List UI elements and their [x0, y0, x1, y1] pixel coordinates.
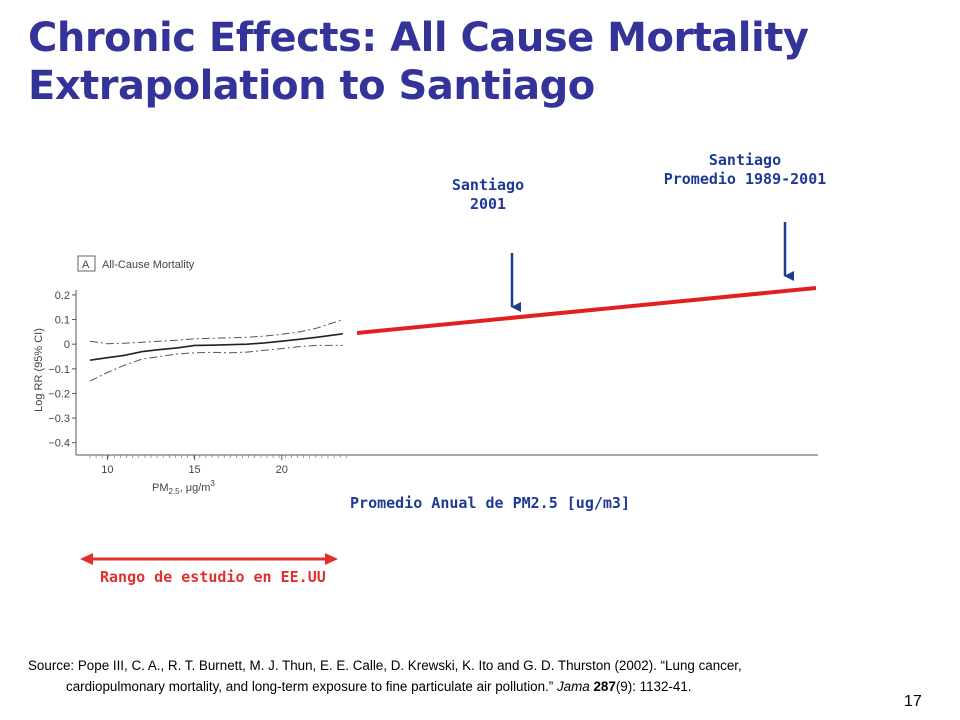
- title-line-2: Extrapolation to Santiago: [28, 63, 595, 109]
- source-pages: (9): 1132-41.: [615, 679, 692, 694]
- extrapolation-x-axis-label: Promedio Anual de PM2.5 [ug/m3]: [350, 494, 630, 512]
- page-number: 17: [904, 693, 922, 710]
- x-tick-label: 15: [188, 464, 200, 476]
- slide-title: Chronic Effects: All Cause Mortality Ext…: [28, 14, 928, 110]
- title-line-1: Chronic Effects: All Cause Mortality: [28, 15, 809, 61]
- y-axis-label: Log RR (95% CI): [33, 328, 45, 412]
- source-line-2-text: cardiopulmonary mortality, and long-term…: [66, 679, 557, 694]
- confidence-band-line: [89, 344, 343, 382]
- source-volume: 287: [593, 679, 616, 694]
- x-axis-label: PM2.5, μg/m3: [152, 479, 215, 496]
- x-ticks: 10 15 20: [101, 455, 288, 476]
- y-tick-label: 0.1: [55, 315, 70, 327]
- source-journal: Jama: [556, 679, 590, 694]
- panel-letter-box: [77, 255, 96, 272]
- y-tick-label: 0.2: [55, 290, 70, 302]
- source-line-1: Source: Pope III, C. A., R. T. Burnett, …: [28, 658, 742, 673]
- rug-ticks: [89, 455, 347, 458]
- y-tick-label: −0.2: [48, 388, 70, 400]
- y-tick-label: 0: [64, 339, 70, 351]
- panel-title: All-Cause Mortality: [102, 259, 195, 271]
- annotation-santiago-average-line-2: Promedio 1989-2001: [663, 170, 827, 188]
- confidence-band-line: [89, 319, 343, 345]
- extrapolation-line: [356, 286, 817, 335]
- annotation-santiago-average-line-1: Santiago: [708, 151, 782, 169]
- series-group: [89, 319, 343, 382]
- panel-letter: A: [82, 259, 90, 271]
- annotation-santiago-2001: Santiago 2001: [418, 176, 558, 214]
- annotation-santiago-2001-line-1: Santiago: [451, 176, 525, 194]
- study-range-arrow: [80, 553, 338, 565]
- y-tick-label: −0.4: [48, 438, 70, 450]
- x-tick-label: 10: [101, 464, 113, 476]
- x-tick-label: 20: [276, 464, 288, 476]
- source-citation: Source: Pope III, C. A., R. T. Burnett, …: [28, 655, 908, 697]
- y-tick-label: −0.1: [48, 364, 70, 376]
- estimate-line: [89, 333, 343, 361]
- y-tick-label: −0.3: [48, 413, 70, 425]
- annotation-santiago-2001-line-2: 2001: [469, 195, 507, 213]
- study-range-label: Rango de estudio en EE.UU: [100, 568, 326, 586]
- y-ticks: 0.2 0.1 0 −0.1 −0.2 −0.3 −0.4: [48, 290, 76, 450]
- source-line-2: cardiopulmonary mortality, and long-term…: [28, 676, 908, 697]
- annotation-santiago-average: Santiago Promedio 1989-2001: [630, 151, 860, 189]
